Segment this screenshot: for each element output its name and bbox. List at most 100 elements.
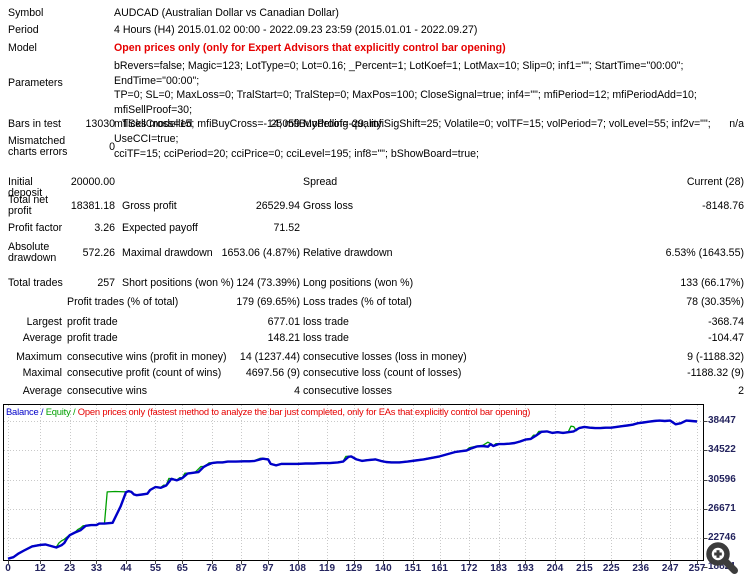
report-value: -1188.32 (9) <box>687 367 744 379</box>
report-label: Profit trades (% of total) <box>67 296 179 308</box>
report-value: 257 <box>97 277 115 289</box>
gridlines <box>4 405 703 560</box>
x-axis-label: 161 <box>431 563 448 574</box>
x-axis-label: 247 <box>661 563 679 574</box>
x-axis-label: 97 <box>262 563 274 574</box>
report-value: 133 (66.17%) <box>680 277 744 289</box>
x-axis-label: 257 <box>688 563 706 574</box>
zoom-in-icon[interactable] <box>703 540 743 580</box>
report-value: 9 (-1188.32) <box>687 351 744 363</box>
report-value: 20000.00 <box>70 176 115 188</box>
report-label: Gross loss <box>303 200 354 212</box>
report-label: consecutive losses (loss in money) <box>303 351 467 363</box>
parameters-label: Parameters <box>8 77 63 89</box>
report-value: 4 <box>294 385 300 397</box>
report-label: consecutive profit (count of wins) <box>67 367 222 379</box>
report-value: 677.01 <box>267 316 300 328</box>
x-axis-label: 0 <box>5 563 11 574</box>
y-axis-label: 38447 <box>708 415 736 426</box>
x-axis-label: 108 <box>289 563 306 574</box>
report-label: Maximal <box>22 367 62 379</box>
report-label: Symbol <box>8 7 44 19</box>
legend-separator-icon: / <box>70 406 78 417</box>
report-label: Bars in test <box>8 118 61 130</box>
report-label: Initial deposit <box>8 176 43 200</box>
report-value: -8148.76 <box>702 200 744 212</box>
report-label: consecutive loss (count of losses) <box>303 367 462 379</box>
legend-separator-icon: / <box>38 406 46 417</box>
report-label: Profit factor <box>8 222 63 234</box>
x-axis-label: 215 <box>576 563 593 574</box>
report-value: 124 (73.39%) <box>236 277 300 289</box>
x-axis-label: 236 <box>632 563 650 574</box>
magnifier-plus-glyph <box>706 542 738 574</box>
x-axis-label: 140 <box>374 563 392 574</box>
report-value: 13030 <box>85 118 115 130</box>
tick-marks <box>8 421 708 568</box>
report-value: 78 (30.35%) <box>686 296 744 308</box>
report-value: 6.53% (1643.55) <box>665 247 744 259</box>
x-axis-label: 204 <box>546 563 564 574</box>
report-label: consecutive losses <box>303 385 392 397</box>
report-value: 2 <box>738 385 744 397</box>
report-value: 572.26 <box>82 247 115 259</box>
y-axis-label: 18821 <box>708 561 736 573</box>
report-value: 18381.18 <box>70 200 115 212</box>
parameters-value: bRevers=false; Magic=123; LotType=0; Lot… <box>114 60 711 160</box>
report-value: 4 Hours (H4) 2015.01.02 00:00 - 2022.09.… <box>114 24 478 36</box>
x-axis-label: 65 <box>176 563 188 574</box>
legend-note: Open prices only (fastest method to anal… <box>77 406 531 417</box>
report-value: 3.26 <box>94 222 115 234</box>
legend-equity-label: Equity <box>45 406 71 417</box>
report-value: 25059 <box>270 118 300 130</box>
report-value: 26529.94 <box>255 200 300 212</box>
plot-border <box>3 404 704 561</box>
report-value: 148.21 <box>267 332 300 344</box>
x-axis-label: 44 <box>120 563 132 574</box>
y-axis-label: 26671 <box>708 502 736 514</box>
report-label: loss trade <box>303 332 349 344</box>
report-value: Open prices only (only for Expert Adviso… <box>114 42 506 54</box>
report-label: Relative drawdown <box>303 247 393 259</box>
legend-balance-label: Balance <box>6 406 39 417</box>
report-label: Period <box>8 24 39 36</box>
chart-legend: Balance / Equity / Open prices only (fas… <box>6 406 530 417</box>
report-label: Long positions (won %) <box>303 277 414 289</box>
report-label: Average <box>22 332 62 344</box>
report-label: consecutive wins <box>67 385 148 397</box>
equity-line <box>7 419 698 560</box>
report-label: Short positions (won %) <box>122 277 234 289</box>
x-axis-label: 23 <box>64 563 76 574</box>
report-label: profit trade <box>67 316 118 328</box>
report-label: Spread <box>303 176 338 188</box>
report-label: Total net profit <box>8 194 49 218</box>
report-value: Current (28) <box>686 176 744 188</box>
report-label: Loss trades (% of total) <box>303 296 412 308</box>
report-label: consecutive wins (profit in money) <box>67 351 227 363</box>
report-label: Total trades <box>8 277 63 289</box>
report-label: Ticks modelled <box>122 118 193 130</box>
balance-chart <box>3 404 708 568</box>
report-label: Maximum <box>16 351 62 363</box>
x-axis-label: 76 <box>206 563 218 574</box>
x-axis-label: 183 <box>490 563 507 574</box>
report-label: profit trade <box>67 332 118 344</box>
report-value: 0 <box>109 141 115 153</box>
x-axis-label: 151 <box>404 563 422 574</box>
x-axis-label: 55 <box>149 563 162 574</box>
report-label: Gross profit <box>122 200 177 212</box>
x-axis-label: 129 <box>345 563 363 574</box>
report-value: n/a <box>729 118 744 130</box>
balance-line <box>7 419 698 560</box>
report-value: 179 (69.65%) <box>236 296 300 308</box>
x-axis-label: 172 <box>460 563 478 574</box>
x-axis-label: 193 <box>517 563 534 574</box>
report-value: AUDCAD (Australian Dollar vs Canadian Do… <box>114 7 339 19</box>
report-value: 14 (1237.44) <box>239 351 300 363</box>
report-label: Mismatched charts errors <box>8 135 68 159</box>
x-axis-label: 33 <box>90 563 103 574</box>
report-value: 71.52 <box>273 222 300 234</box>
y-axis-label: 34522 <box>708 444 736 456</box>
y-axis-label: 30596 <box>708 473 736 485</box>
